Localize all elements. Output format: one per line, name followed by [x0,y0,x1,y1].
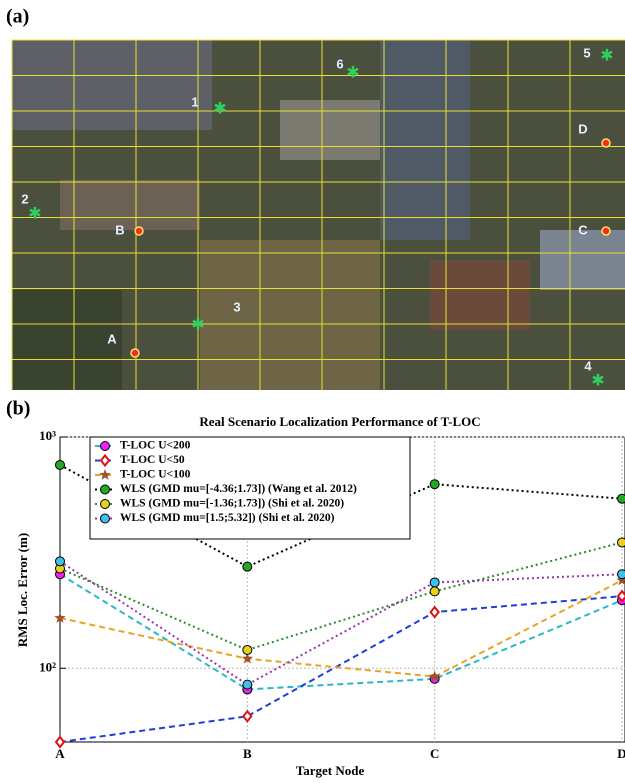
map-label: 4 [584,358,592,373]
legend-text: WLS (GMD mu=[-1.36;1.73]) (Shi et al. 20… [120,498,344,510]
anchor-node: ✱ [213,101,226,118]
marker [618,570,625,579]
marker [56,557,65,566]
legend-text: WLS (GMD mu=[-4.36;1.73]) (Wang et al. 2… [120,483,357,495]
legend-text: T-LOC U<100 [120,469,191,481]
marker [101,442,110,451]
marker [101,500,110,509]
x-tick-label: B [243,746,252,761]
marker [243,645,252,654]
y-tick-label: 10² [39,659,56,674]
marker [430,578,439,587]
legend-text: WLS (GMD mu=[1.5;5.32]) (Shi et al. 2020… [120,512,335,524]
x-tick-label: D [617,746,625,761]
panel-label: (a) [6,6,29,28]
series-line [60,561,622,684]
marker [101,514,110,523]
map-label: C [578,222,588,237]
legend-text: T-LOC U<50 [120,454,185,466]
map-label: B [115,222,124,237]
x-axis-label: Target Node [296,763,365,778]
legend-text: T-LOC U<200 [120,440,191,452]
figure: (a) (b) Real Scenario Localization Perfo… [0,0,625,783]
series-line [60,580,622,676]
chart-title: Real Scenario Localization Performance o… [199,414,480,429]
target-node [135,227,143,235]
map-label: 2 [21,191,28,206]
marker [430,587,439,596]
series-line [60,596,622,742]
marker [101,485,110,494]
map-label: D [578,121,587,136]
marker [430,480,439,489]
map-label: A [107,331,117,346]
x-tick-label: A [55,746,65,761]
aerial-image [12,40,625,390]
target-node [602,227,610,235]
marker [431,607,439,617]
anchor-node: ✱ [591,373,604,390]
marker [618,538,625,547]
map-label: 1 [191,94,198,109]
marker [243,562,252,571]
map-label: 5 [583,45,590,60]
marker [56,460,65,469]
anchor-node: ✱ [600,48,613,65]
map-label: 3 [233,299,240,314]
marker [243,680,252,689]
anchor-node: ✱ [346,65,359,82]
marker [243,711,251,721]
map-label: 6 [336,56,343,71]
series-line [60,574,622,689]
target-node [131,349,139,357]
panel-label: (b) [6,398,30,420]
y-axis-label: RMS Loc. Error (m) [15,533,30,647]
marker [618,494,625,503]
x-tick-label: C [430,746,439,761]
y-tick-label: 10³ [39,428,56,443]
anchor-node: ✱ [191,317,204,334]
anchor-node: ✱ [28,206,41,223]
target-node [602,139,610,147]
